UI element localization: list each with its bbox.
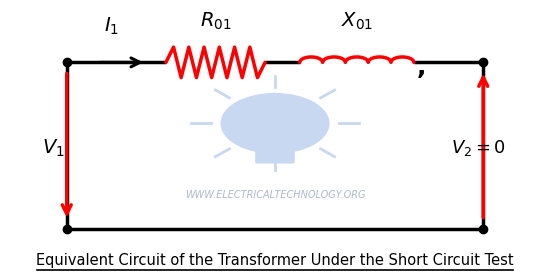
- Text: ,: ,: [416, 55, 426, 78]
- Text: $I_1$: $I_1$: [104, 16, 119, 38]
- Text: Equivalent Circuit of the Transformer Under the Short Circuit Test: Equivalent Circuit of the Transformer Un…: [36, 253, 514, 267]
- Text: $V_1$: $V_1$: [42, 138, 65, 159]
- Circle shape: [221, 93, 329, 154]
- Text: WWW.ELECTRICALTECHNOLOGY.ORG: WWW.ELECTRICALTECHNOLOGY.ORG: [185, 190, 365, 200]
- Text: $X_{01}$: $X_{01}$: [340, 11, 373, 32]
- Text: $V_2 = 0$: $V_2 = 0$: [451, 138, 506, 158]
- Text: $R_{01}$: $R_{01}$: [200, 11, 232, 32]
- FancyBboxPatch shape: [255, 125, 295, 164]
